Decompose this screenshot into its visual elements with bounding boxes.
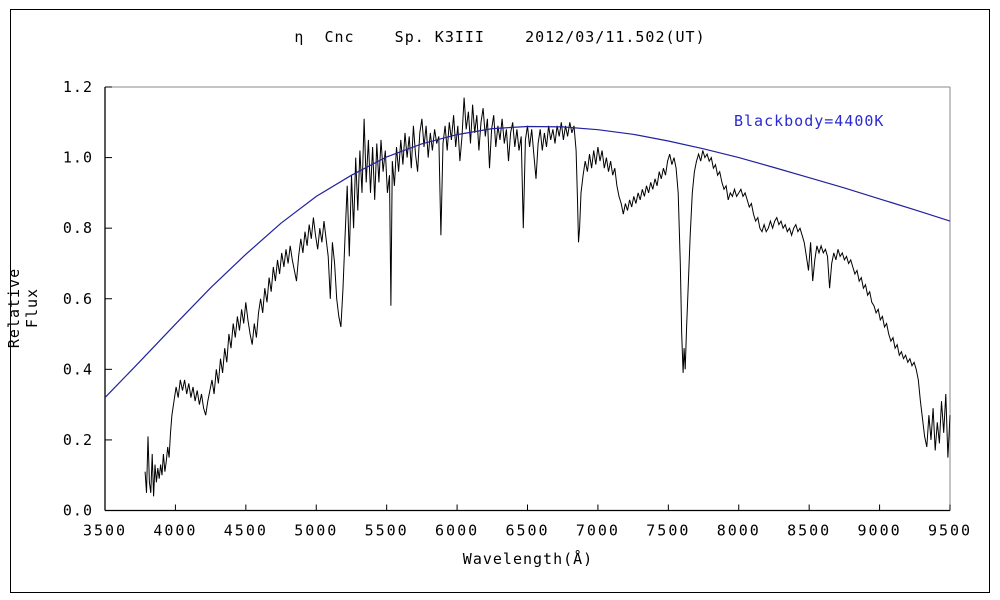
blackbody-curve (104, 125, 951, 399)
blackbody-annotation: Blackbody=4400K (734, 112, 885, 130)
x-tick-label: 6500 (505, 522, 549, 540)
y-tick-label: 1.0 (63, 149, 93, 167)
x-tick-label: 4500 (224, 522, 268, 540)
y-tick-label: 0.2 (63, 431, 93, 449)
x-tick-label: 5500 (365, 522, 409, 540)
x-tick-label: 7000 (576, 522, 620, 540)
y-tick-label: 1.2 (63, 78, 93, 96)
y-tick-label: 0.6 (63, 290, 93, 308)
x-axis-label: Wavelength(Å) (462, 550, 594, 568)
x-tick-label: 6000 (435, 522, 479, 540)
x-tick-label: 4000 (153, 522, 197, 540)
x-tick-label: 8500 (787, 522, 831, 540)
eta-cnc-spectrum (144, 97, 951, 497)
x-tick-label: 9500 (928, 522, 972, 540)
y-tick-label: 0.8 (63, 219, 93, 237)
x-tick-label: 8000 (717, 522, 761, 540)
x-tick-label: 7500 (646, 522, 690, 540)
y-tick-label: 0.4 (63, 360, 93, 378)
x-tick-label: 3500 (83, 522, 127, 540)
y-tick-label: 0.0 (63, 502, 93, 520)
x-tick-label: 5000 (294, 522, 338, 540)
figure-border (10, 9, 990, 593)
chart-title: η Cnc Sp. K3III 2012/03/11.502(UT) (294, 28, 706, 46)
x-tick-label: 9000 (858, 522, 902, 540)
